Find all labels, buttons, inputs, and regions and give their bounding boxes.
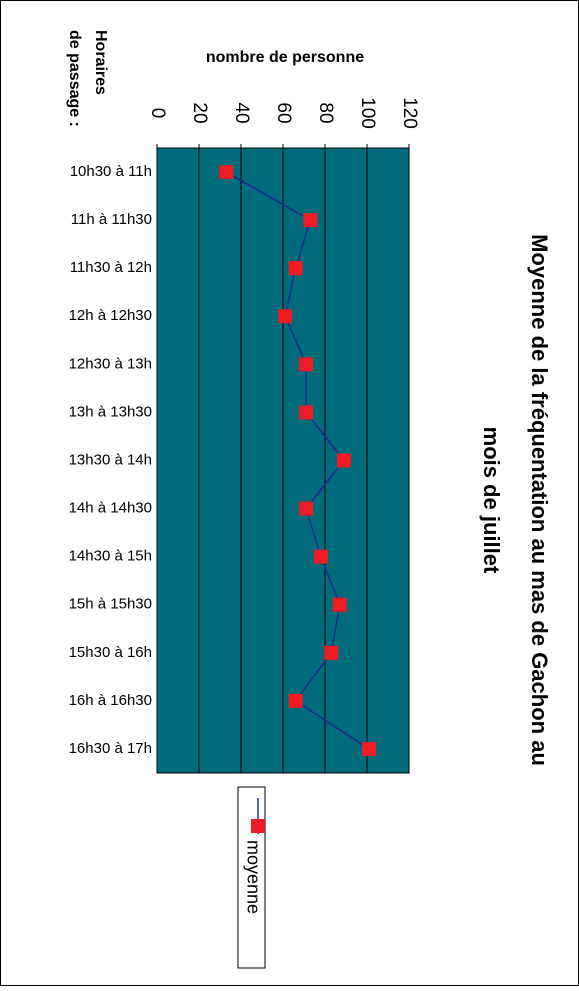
chart-title: Moyenne de la fréquentation au mas de Ga… <box>527 234 552 766</box>
y-axis-title: nombre de personne <box>206 49 364 66</box>
x-axis-title: de passage : <box>66 30 83 127</box>
marker <box>324 645 339 660</box>
marker <box>332 597 347 612</box>
marker <box>313 549 328 564</box>
x-tick-label: 16h30 à 17h <box>69 740 152 757</box>
marker <box>278 309 293 324</box>
y-tick-label: 40 <box>231 102 252 123</box>
x-tick-label: 15h30 à 16h <box>69 644 152 661</box>
marker <box>336 453 351 468</box>
x-tick-label: 12h30 à 13h <box>69 355 152 372</box>
marker <box>219 165 234 180</box>
legend-label: moyenne <box>243 840 263 914</box>
x-tick-label: 13h30 à 14h <box>69 451 152 468</box>
marker <box>288 693 303 708</box>
x-tick-label: 14h30 à 15h <box>69 548 152 565</box>
marker <box>299 357 314 372</box>
y-tick-label: 0 <box>147 108 168 119</box>
marker <box>303 213 318 228</box>
x-tick-label: 10h30 à 11h <box>70 163 152 180</box>
x-tick-label: 13h à 13h30 <box>69 403 152 420</box>
x-axis-title: Horaires <box>92 30 109 95</box>
x-tick-label: 11h à 11h30 <box>71 211 152 228</box>
x-tick-label: 12h à 12h30 <box>69 307 152 324</box>
marker <box>299 405 314 420</box>
x-tick-label: 11h30 à 12h <box>70 259 152 276</box>
marker <box>299 501 314 516</box>
legend-box <box>237 786 266 969</box>
y-tick-label: 120 <box>399 97 420 129</box>
y-tick-label: 80 <box>315 102 336 123</box>
y-tick-label: 20 <box>189 102 210 123</box>
x-tick-label: 14h à 14h30 <box>69 500 152 517</box>
y-tick-label: 60 <box>273 102 294 123</box>
legend-marker <box>251 819 265 833</box>
marker <box>362 741 377 756</box>
y-tick-label: 100 <box>357 97 378 129</box>
x-tick-label: 15h à 15h30 <box>69 596 152 613</box>
x-tick-label: 16h à 16h30 <box>69 692 152 709</box>
marker <box>288 261 303 276</box>
chart-title: mois de juillet <box>479 427 504 574</box>
